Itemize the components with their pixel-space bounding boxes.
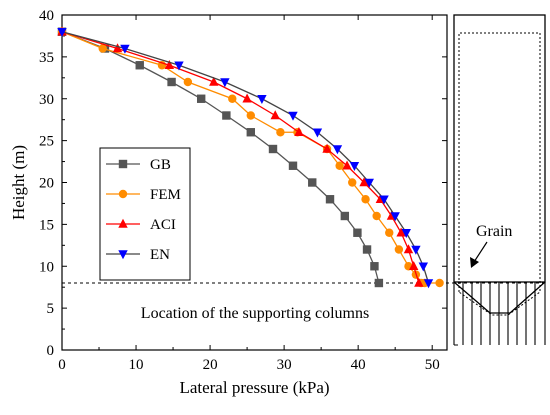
data-point [408, 261, 419, 270]
legend-label: EN [150, 247, 170, 263]
legend-marker [118, 189, 128, 199]
data-point [418, 262, 429, 272]
silo-wall [453, 14, 546, 283]
data-point [209, 76, 219, 86]
x-tick-label: 40 [351, 357, 366, 373]
y-tick-label: 35 [39, 50, 54, 66]
data-point [228, 94, 237, 103]
legend-marker [118, 159, 128, 169]
support-annotation: Location of the supporting columns [141, 305, 369, 322]
series-en [57, 28, 434, 289]
data-point [348, 178, 357, 187]
data-point [196, 94, 206, 103]
data-point [349, 162, 360, 171]
grain-label: Grain [476, 223, 512, 240]
legend-label: GB [150, 157, 171, 173]
legend-box [99, 147, 191, 281]
legend-label: ACI [150, 217, 176, 233]
data-point [335, 161, 344, 170]
data-point [112, 43, 123, 53]
data-point [342, 160, 352, 170]
data-point [257, 95, 267, 104]
data-point [57, 28, 67, 37]
data-point [362, 245, 372, 254]
x-axis-label: Lateral pressure (kPa) [179, 378, 329, 397]
data-point [246, 111, 255, 120]
grain-arrow [473, 241, 488, 263]
legend: GB FEM ACI EN [99, 147, 191, 281]
y-tick-label: 25 [39, 134, 54, 150]
data-point [167, 77, 176, 87]
data-point [340, 211, 350, 221]
legend-label: FEM [150, 187, 181, 203]
x-tick-label: 50 [425, 357, 440, 373]
y-tick-label: 20 [39, 176, 54, 192]
y-tick-label: 40 [39, 8, 54, 24]
y-tick-label: 10 [39, 259, 54, 275]
data-point [270, 110, 280, 120]
data-point [370, 262, 379, 271]
data-point [220, 78, 230, 88]
data-point [98, 44, 107, 53]
y-tick-label: 0 [47, 343, 55, 359]
y-tick-label: 30 [39, 92, 54, 108]
series-line [61, 31, 430, 284]
data-point [332, 145, 343, 155]
legend-marker [118, 250, 128, 260]
data-point [401, 229, 411, 238]
y-tick-label: 5 [47, 301, 55, 317]
data-point [372, 211, 381, 221]
data-point [135, 61, 144, 70]
series-group [57, 26, 444, 289]
data-point [174, 61, 184, 71]
axes: 0 10 20 30 40 50 0 5 10 15 20 25 30 35 40 Lateral press… [9, 8, 448, 397]
data-point [242, 93, 252, 103]
data-point [411, 245, 421, 255]
data-point [359, 177, 369, 187]
data-point [390, 212, 400, 222]
x-tick-label: 0 [58, 357, 66, 373]
data-point [385, 228, 394, 237]
grain-outline [458, 32, 541, 316]
data-point [361, 195, 370, 204]
data-point [394, 245, 404, 254]
data-point [294, 127, 304, 136]
data-point [379, 195, 389, 205]
data-point [353, 228, 362, 237]
data-point [312, 128, 323, 138]
legend-marker [118, 218, 128, 228]
data-point [414, 277, 424, 287]
y-axis-label: Height (m) [9, 145, 28, 220]
data-point [308, 178, 317, 187]
data-point [183, 77, 193, 87]
series-aci [57, 26, 424, 287]
series-line [61, 31, 380, 284]
silo-inset: Grain [453, 14, 546, 346]
data-point [325, 195, 335, 204]
data-point [288, 161, 298, 170]
data-point [435, 278, 444, 288]
x-tick-label: 20 [203, 357, 218, 373]
y-tick-label: 15 [39, 217, 54, 233]
reference-line-group: Location of the supporting columns [62, 282, 545, 322]
x-tick-label: 30 [277, 357, 292, 373]
data-point [276, 128, 285, 137]
grain-arrowhead [470, 257, 479, 268]
data-point [268, 144, 278, 154]
data-point [120, 44, 130, 54]
x-tick-label: 10 [129, 357, 144, 373]
data-point [396, 227, 406, 237]
data-point [222, 111, 231, 120]
data-point [246, 128, 255, 137]
data-point [164, 60, 175, 69]
data-point [423, 279, 434, 289]
data-point [374, 278, 384, 288]
data-point [364, 178, 374, 188]
data-point [403, 244, 414, 254]
data-point [322, 143, 332, 153]
data-point [288, 111, 298, 121]
series-line [61, 31, 420, 284]
